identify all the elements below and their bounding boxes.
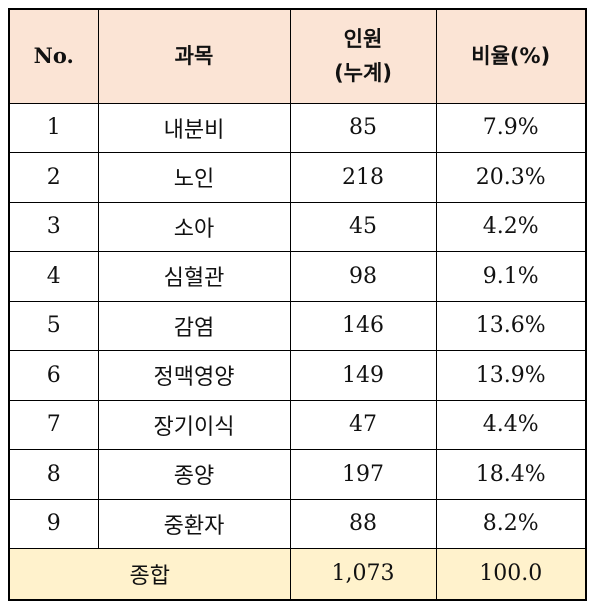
row-count: 218 [289,152,437,203]
table-row: 1 내분비 85 7.9% [8,102,587,153]
total-label: 종합 [8,548,291,600]
header-subject: 과목 [97,8,291,104]
row-no: 2 [8,152,99,203]
row-count: 85 [289,102,437,153]
total-row: 종합 1,073 100.0 [8,548,587,600]
row-ratio: 20.3% [435,152,587,203]
header-count-line2: (누계) [334,61,392,86]
row-subject: 감염 [97,300,291,351]
row-count: 47 [289,399,437,450]
header-row: No. 과목 인원 (누계) 비율(%) [8,8,587,104]
row-ratio: 7.9% [435,102,587,153]
header-count-line1: 인원 [343,27,383,52]
table-row: 8 종양 197 18.4% [8,449,587,500]
row-subject: 정맥영양 [97,350,291,401]
row-ratio: 8.2% [435,498,587,549]
table-row: 5 감염 146 13.6% [8,300,587,351]
table-row: 4 심혈관 98 9.1% [8,251,587,302]
row-subject: 심혈관 [97,251,291,302]
row-ratio: 4.4% [435,399,587,450]
row-no: 4 [8,251,99,302]
row-count: 98 [289,251,437,302]
total-ratio: 100.0 [435,548,587,600]
row-count: 146 [289,300,437,351]
statistics-table: No. 과목 인원 (누계) 비율(%) 1 내분비 85 7.9% 2 노인 … [8,8,587,601]
row-ratio: 9.1% [435,251,587,302]
table-row: 2 노인 218 20.3% [8,152,587,203]
row-subject: 노인 [97,152,291,203]
header-no: No. [8,8,99,104]
table-row: 6 정맥영양 149 13.9% [8,350,587,401]
row-subject: 내분비 [97,102,291,153]
row-ratio: 13.9% [435,350,587,401]
row-no: 9 [8,498,99,549]
row-count: 45 [289,201,437,252]
table-row: 7 장기이식 47 4.4% [8,399,587,450]
row-subject: 중환자 [97,498,291,549]
total-count: 1,073 [289,548,437,600]
row-no: 5 [8,300,99,351]
header-ratio: 비율(%) [435,8,587,104]
row-count: 149 [289,350,437,401]
header-count: 인원 (누계) [289,8,437,104]
row-no: 7 [8,399,99,450]
row-ratio: 4.2% [435,201,587,252]
table-row: 3 소아 45 4.2% [8,201,587,252]
row-subject: 종양 [97,449,291,500]
table-row: 9 중환자 88 8.2% [8,498,587,549]
row-no: 8 [8,449,99,500]
row-no: 1 [8,102,99,153]
row-no: 3 [8,201,99,252]
row-subject: 장기이식 [97,399,291,450]
row-ratio: 18.4% [435,449,587,500]
row-count: 88 [289,498,437,549]
row-subject: 소아 [97,201,291,252]
row-count: 197 [289,449,437,500]
row-ratio: 13.6% [435,300,587,351]
row-no: 6 [8,350,99,401]
